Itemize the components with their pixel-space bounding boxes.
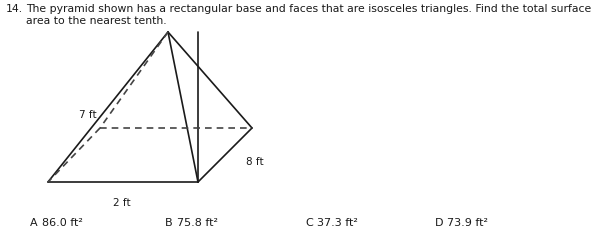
Text: 7 ft: 7 ft bbox=[79, 110, 97, 120]
Text: 14.: 14. bbox=[6, 4, 23, 14]
Text: 37.3 ft²: 37.3 ft² bbox=[317, 218, 358, 228]
Text: A: A bbox=[30, 218, 38, 228]
Text: 75.8 ft²: 75.8 ft² bbox=[177, 218, 218, 228]
Text: C: C bbox=[305, 218, 313, 228]
Text: 86.0 ft²: 86.0 ft² bbox=[42, 218, 83, 228]
Text: 73.9 ft²: 73.9 ft² bbox=[447, 218, 488, 228]
Text: B: B bbox=[165, 218, 172, 228]
Text: The pyramid shown has a rectangular base and faces that are isosceles triangles.: The pyramid shown has a rectangular base… bbox=[26, 4, 591, 25]
Text: 2 ft: 2 ft bbox=[113, 198, 131, 208]
Text: D: D bbox=[435, 218, 444, 228]
Text: 8 ft: 8 ft bbox=[246, 157, 264, 167]
